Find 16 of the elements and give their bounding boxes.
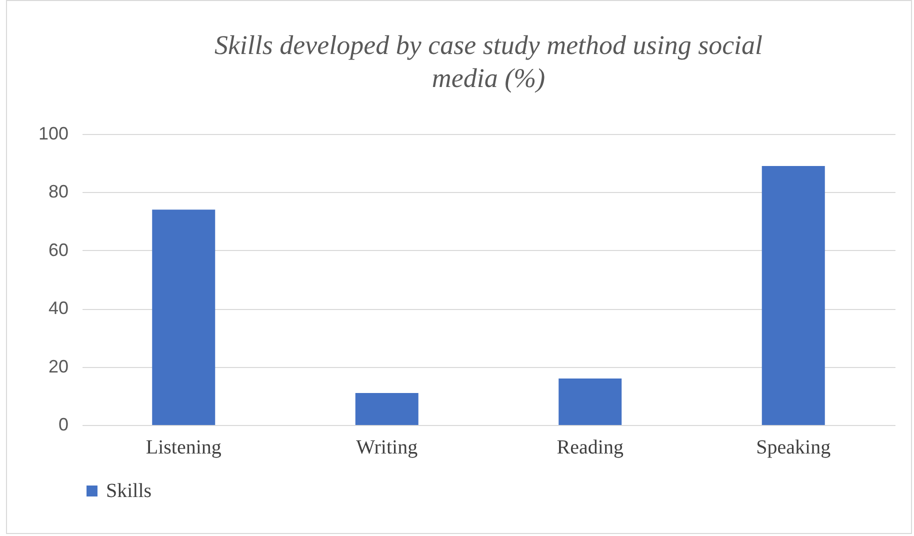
y-tick-label: 40 — [48, 298, 68, 318]
x-tick-label: Listening — [146, 436, 222, 458]
chart-title: Skills developed by case study method using social media (%) — [214, 30, 763, 93]
x-tick-label: Speaking — [756, 436, 831, 458]
bar — [558, 378, 622, 425]
x-tick-label: Reading — [556, 436, 624, 458]
y-tick-label: 60 — [48, 240, 68, 260]
bar — [152, 210, 216, 425]
x-tick-label: Writing — [356, 436, 418, 458]
legend-label: Skills — [106, 480, 152, 502]
bar — [762, 166, 825, 425]
y-tick-label: 80 — [48, 182, 68, 202]
y-tick-label: 20 — [48, 356, 68, 376]
y-tick-label: 0 — [58, 414, 68, 434]
bar — [355, 392, 418, 425]
y-tick-label: 100 — [38, 124, 68, 144]
